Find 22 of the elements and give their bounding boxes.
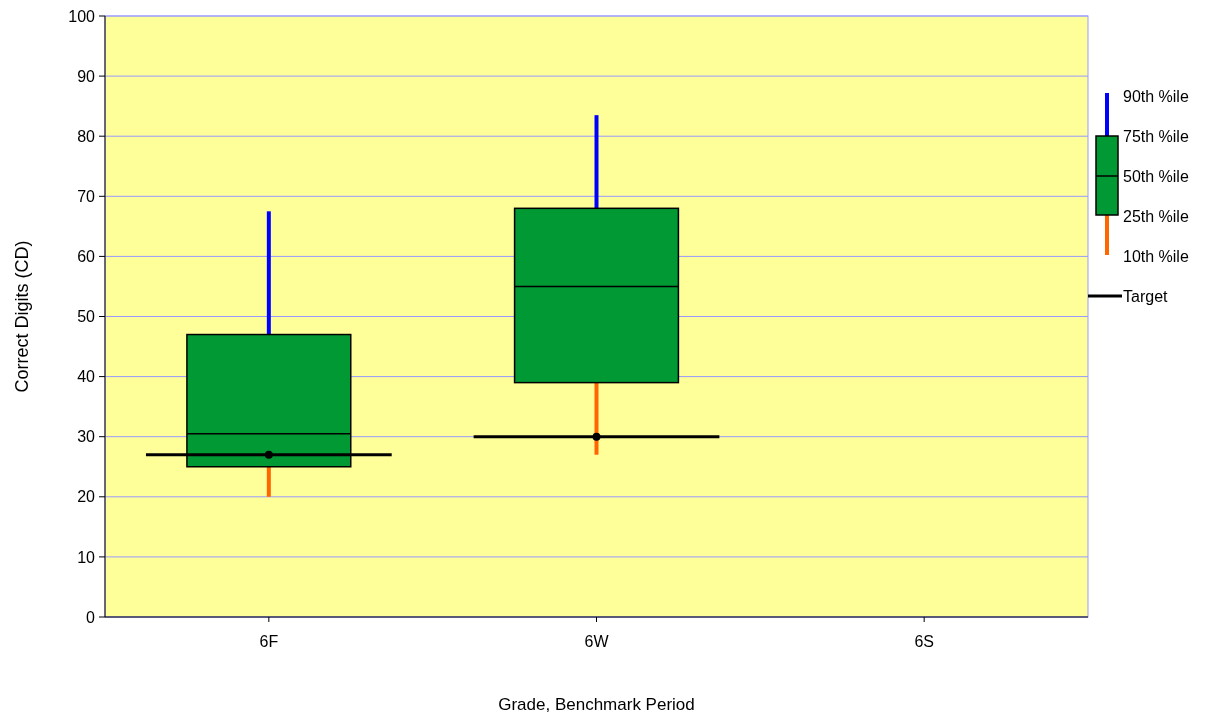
y-tick-label: 50	[77, 308, 96, 326]
y-tick-label: 80	[77, 127, 96, 145]
legend-label: Target	[1123, 287, 1169, 305]
y-tick-label: 20	[77, 488, 96, 506]
y-tick-label: 30	[77, 428, 96, 446]
y-tick-label: 10	[77, 548, 96, 566]
y-tick-label: 40	[77, 368, 96, 386]
text: 25th %ile	[1123, 207, 1189, 225]
y-tick-label: 100	[68, 7, 96, 25]
x-axis-title: Grade, Benchmark Period	[498, 695, 695, 714]
text: 50th %ile	[1123, 167, 1189, 185]
text: 75th %ile	[1123, 127, 1189, 145]
text: 10th %ile	[1123, 247, 1189, 265]
x-tick-label: 6W	[584, 633, 610, 650]
text: 90th %ile	[1123, 87, 1189, 105]
y-tick-label: 60	[77, 248, 96, 265]
x-tick-label: 6F	[259, 633, 279, 650]
y-tick-label: 0	[86, 608, 96, 626]
y-axis-title: Correct Digits (CD)	[12, 240, 32, 393]
y-tick-label: 70	[77, 187, 96, 205]
y-tick-label: 90	[77, 67, 96, 85]
x-tick-label: 6S	[914, 633, 934, 650]
